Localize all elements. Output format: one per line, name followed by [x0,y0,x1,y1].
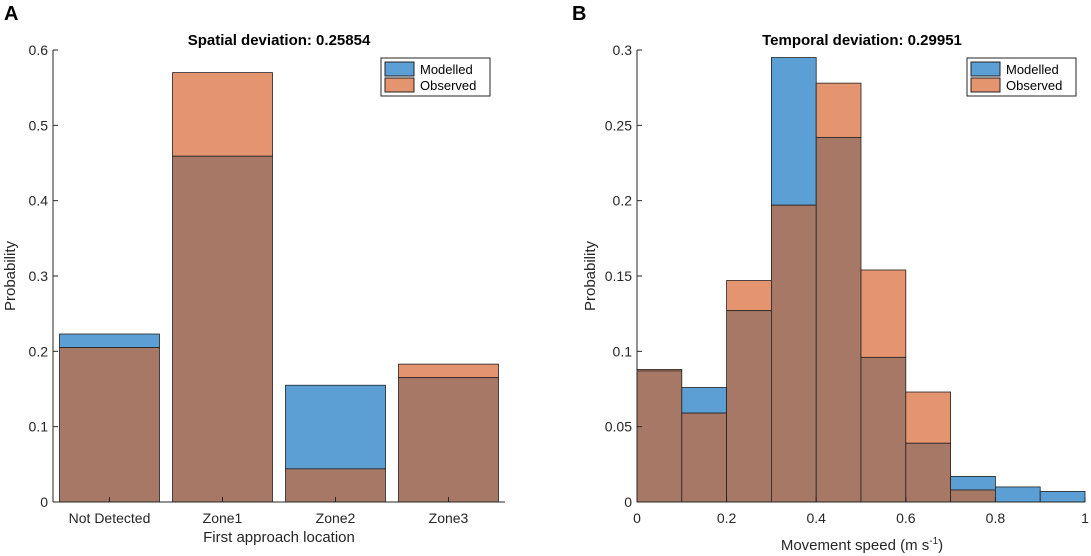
panel-a-legend: Modelled Observed [380,57,491,97]
bar-modelled-excess-0 [59,333,160,348]
bar-overlap-7 [950,489,996,503]
x-tick-label: 0.8 [986,510,1006,526]
y-tick-label: 0.3 [29,268,49,284]
panel-b-legend: Modelled Observed [966,57,1077,97]
panel-a-xlabel: First approach location [203,529,355,546]
legend-label-modelled: Modelled [420,62,473,77]
panel-b-bars [636,57,1086,503]
bar-observed-excess-3 [398,363,499,379]
panel-a-letter: A [4,3,18,25]
panel-b: B Temporal deviation: 0.29951 0 0.2 0.4 0.6… [572,3,1089,554]
y-tick-label: 0.3 [613,42,633,58]
bar-overlap-0 [59,347,160,503]
bar-overlap-2 [285,468,386,503]
y-tick-label: 0.1 [613,343,633,359]
x-tick-label: 1 [1081,510,1089,526]
legend-swatch-modelled [970,61,1001,77]
bar-overlap-1 [172,155,273,503]
bar-modelled-excess-8 [995,486,1041,503]
bar-modelled-excess-1 [681,387,727,414]
bar-overlap-3 [398,377,499,503]
bar-modelled-excess-7 [950,475,996,491]
y-tick-label: 0.15 [605,268,632,284]
y-tick-label: 0.1 [29,419,49,435]
legend-swatch-modelled [384,61,415,77]
panel-b-letter: B [572,3,586,25]
y-tick-label: 0.2 [29,343,49,359]
x-tick-label: 0 [633,510,641,526]
bar-modelled-excess-3 [771,57,817,206]
panel-a-axes: Not Detected Zone1 Zone2 Zone3 0 0.1 0.2 0.3 0.4… [29,42,505,526]
panel-b-xlabel-suffix: ) [938,537,943,554]
bar-modelled-excess-9 [1039,491,1086,503]
x-tick-label: 0.4 [806,510,826,526]
panel-b-title: Temporal deviation: 0.29951 [762,32,962,49]
legend-label-modelled: Modelled [1006,62,1059,77]
x-tick-label: 0.2 [717,510,737,526]
legend-swatch-observed [970,77,1001,93]
bar-overlap-6 [905,442,951,503]
x-tick-label: Not Detected [69,510,151,526]
panel-a-ylabel: Probability [2,240,19,311]
legend-label-observed: Observed [420,78,476,93]
panel-a: A Spatial deviation: 0.25854 Not Detecte… [2,3,505,546]
y-tick-label: 0.25 [605,117,632,133]
panel-b-axes: 0 0.2 0.4 0.6 0.8 1 0 0.05 0.1 0.15 0.2 0.25 0.3 [605,42,1089,526]
y-tick-label: 0 [624,494,632,510]
x-tick-label: Zone1 [203,510,243,526]
legend-label-observed: Observed [1006,78,1062,93]
bar-overlap-4 [815,136,862,503]
x-tick-label: Zone3 [429,510,469,526]
bar-modelled-excess-2 [285,384,386,470]
bar-overlap-5 [860,356,907,503]
x-tick-label: 0.6 [896,510,916,526]
panel-a-title: Spatial deviation: 0.25854 [188,32,371,49]
y-tick-label: 0.4 [29,193,49,209]
bar-overlap-3 [771,204,817,503]
panel-b-xlabel: Movement speed (m s-1) [781,536,943,554]
bar-overlap-1 [681,412,727,503]
bar-observed-excess-4 [815,82,862,138]
x-tick-label: Zone2 [316,510,356,526]
y-tick-label: 0.05 [605,419,632,435]
panel-a-bars [59,72,499,503]
panel-b-xlabel-main: Movement speed (m s [781,537,929,554]
bar-overlap-0 [636,370,683,503]
legend-swatch-observed [384,77,415,93]
panel-b-ylabel: Probability [582,240,599,311]
bar-observed-excess-1 [172,72,273,157]
bar-observed-excess-6 [905,391,951,444]
y-tick-label: 0 [40,494,48,510]
y-tick-label: 0.5 [29,117,49,133]
y-tick-label: 0.2 [613,193,633,209]
bar-observed-excess-2 [726,280,772,312]
bar-observed-excess-5 [860,269,907,358]
bar-overlap-2 [726,310,772,503]
panel-b-xlabel-superscript: -1 [929,536,938,547]
y-tick-label: 0.6 [29,42,49,58]
